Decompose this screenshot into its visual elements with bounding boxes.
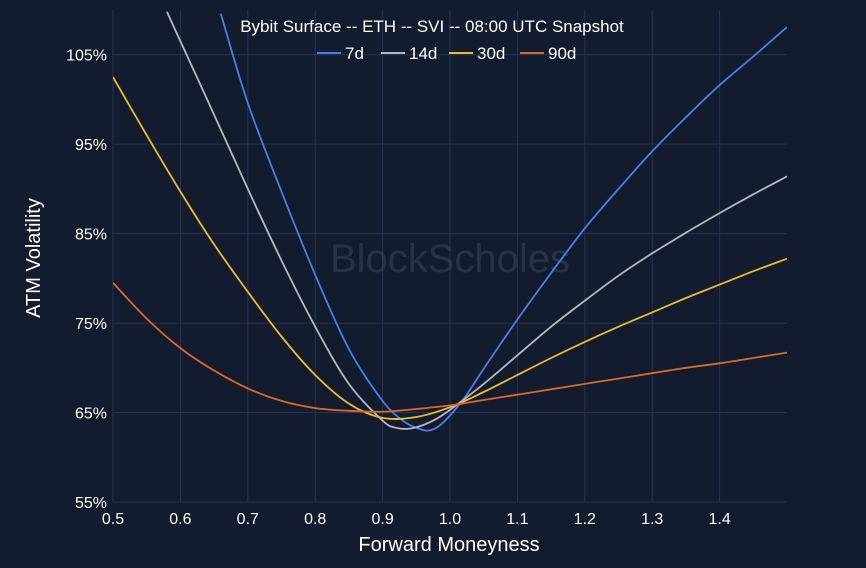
legend-item-7d[interactable]: 7d [317,44,364,63]
x-tick-label: 1.4 [708,511,730,528]
y-tick-label: 105% [66,48,107,65]
legend-item-14d[interactable]: 14d [381,44,437,63]
y-tick-label: 65% [75,406,107,423]
y-axis-title: ATM Volatility [23,198,45,318]
y-tick-label: 85% [75,227,107,244]
legend-label: 90d [548,44,576,63]
tick-layer: 0.5 0.6 0.7 0.8 0.9 1.0 1.1 1.2 1.3 1.4 55% 65% 75% 8… [66,48,731,528]
grid-layer [112,10,787,503]
series-line-30d[interactable] [113,76,787,420]
watermark: BlockScholes [330,237,570,281]
chart-title: Bybit Surface -- ETH -- SVI -- 08:00 UTC… [240,17,624,36]
legend[interactable]: 7d 14d 30d 90d [317,44,576,63]
x-tick-label: 0.8 [304,511,326,528]
legend-item-30d[interactable]: 30d [449,44,505,63]
x-axis-title: Forward Moneyness [358,534,539,556]
x-tick-label: 0.5 [102,511,124,528]
x-tick-label: 1.1 [506,511,528,528]
legend-label: 14d [409,44,437,63]
y-tick-label: 55% [75,495,107,512]
legend-label: 7d [345,44,364,63]
y-tick-label: 95% [75,137,107,154]
x-tick-label: 0.9 [371,511,393,528]
x-tick-label: 1.3 [641,511,663,528]
series-line-7d[interactable] [219,13,787,432]
x-tick-label: 0.7 [237,511,259,528]
x-tick-label: 1.2 [574,511,596,528]
legend-item-90d[interactable]: 90d [520,44,576,63]
series-line-14d[interactable] [166,11,787,430]
x-tick-label: 0.6 [169,511,191,528]
x-tick-label: 1.0 [439,511,461,528]
legend-label: 30d [477,44,505,63]
series-layer [113,11,787,432]
series-line-90d[interactable] [113,282,787,413]
y-tick-label: 75% [75,316,107,333]
